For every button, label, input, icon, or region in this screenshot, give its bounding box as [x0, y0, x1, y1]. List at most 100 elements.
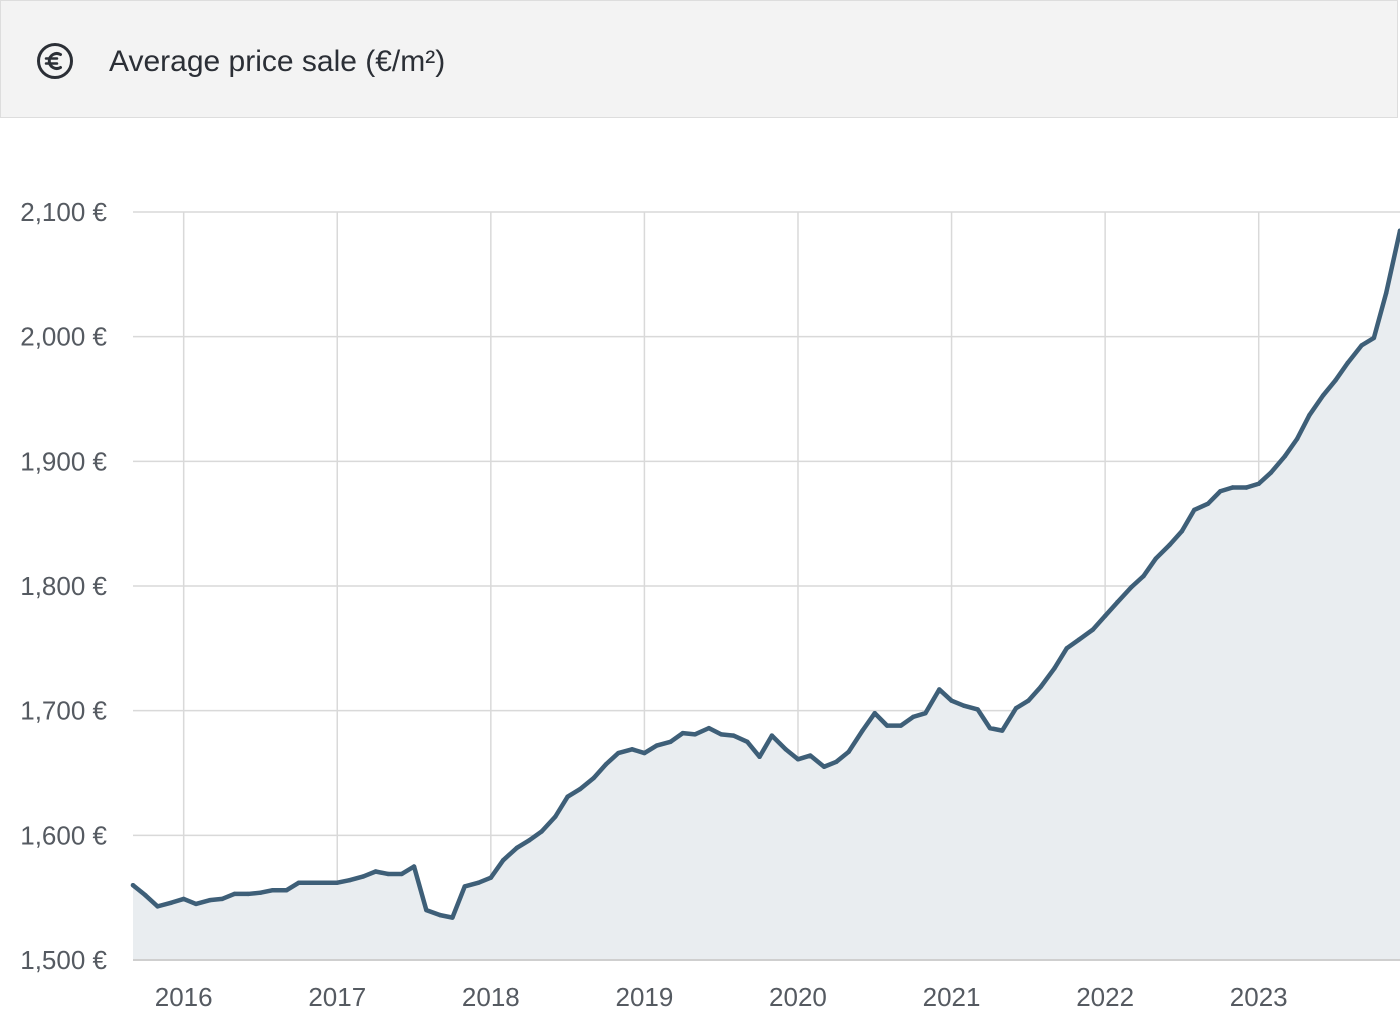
data-point[interactable] — [245, 891, 251, 897]
data-point[interactable] — [1167, 542, 1172, 548]
data-point[interactable] — [668, 739, 673, 745]
data-point[interactable] — [757, 754, 762, 759]
data-point[interactable] — [808, 753, 813, 758]
data-point[interactable] — [143, 892, 148, 898]
data-point[interactable] — [1179, 528, 1185, 534]
data-point[interactable] — [385, 871, 391, 877]
data-point[interactable] — [1294, 436, 1300, 442]
data-point[interactable] — [1102, 613, 1108, 619]
data-point[interactable] — [488, 875, 494, 880]
data-point[interactable] — [1345, 360, 1350, 366]
data-point[interactable] — [706, 725, 712, 731]
data-point[interactable] — [1129, 585, 1134, 590]
data-point[interactable] — [769, 733, 775, 738]
data-point[interactable] — [692, 732, 698, 737]
data-point[interactable] — [1282, 454, 1288, 459]
data-point[interactable] — [1192, 507, 1197, 513]
data-point[interactable] — [232, 891, 237, 897]
data-point[interactable] — [1115, 600, 1120, 605]
data-point[interactable] — [821, 764, 827, 769]
data-point[interactable] — [910, 714, 916, 720]
data-point[interactable] — [155, 904, 160, 909]
data-point[interactable] — [629, 747, 635, 752]
data-point[interactable] — [130, 883, 136, 888]
data-point[interactable] — [603, 762, 609, 767]
data-point[interactable] — [1383, 290, 1389, 296]
data-point[interactable] — [987, 725, 993, 731]
data-point[interactable] — [308, 880, 314, 885]
data-point[interactable] — [411, 864, 417, 869]
data-point[interactable] — [565, 794, 570, 799]
data-point[interactable] — [270, 887, 275, 893]
data-point[interactable] — [1076, 637, 1082, 642]
data-point[interactable] — [1307, 413, 1312, 418]
data-point[interactable] — [616, 750, 621, 756]
data-point[interactable] — [361, 874, 366, 879]
data-point[interactable] — [424, 907, 429, 913]
data-point[interactable] — [553, 814, 558, 819]
data-point[interactable] — [1244, 485, 1249, 490]
data-point[interactable] — [975, 707, 980, 712]
data-point[interactable] — [860, 728, 865, 733]
data-point[interactable] — [1153, 556, 1159, 561]
data-point[interactable] — [399, 871, 404, 877]
data-point[interactable] — [1141, 573, 1146, 579]
data-point[interactable] — [731, 733, 736, 738]
data-point[interactable] — [207, 897, 212, 903]
data-point[interactable] — [322, 880, 328, 885]
data-point[interactable] — [514, 845, 520, 850]
data-point[interactable] — [1359, 343, 1364, 348]
data-point[interactable] — [846, 749, 851, 755]
data-point[interactable] — [1371, 335, 1377, 341]
data-point[interactable] — [1026, 698, 1031, 703]
data-point[interactable] — [296, 880, 302, 885]
data-point[interactable] — [872, 710, 877, 716]
data-point[interactable] — [1321, 393, 1326, 398]
data-point[interactable] — [937, 687, 942, 692]
data-point[interactable] — [181, 896, 186, 902]
data-point[interactable] — [258, 890, 263, 895]
data-point[interactable] — [437, 912, 443, 918]
data-point[interactable] — [1013, 705, 1019, 711]
data-point[interactable] — [949, 698, 954, 703]
data-point[interactable] — [783, 747, 788, 752]
data-point[interactable] — [193, 901, 199, 907]
data-point[interactable] — [834, 759, 839, 764]
data-point[interactable] — [961, 703, 967, 708]
data-point[interactable] — [642, 750, 647, 756]
data-point[interactable] — [1268, 470, 1274, 475]
data-point[interactable] — [347, 878, 352, 883]
data-point[interactable] — [450, 915, 455, 920]
data-point[interactable] — [1052, 666, 1057, 671]
data-point[interactable] — [1205, 501, 1211, 506]
data-point[interactable] — [539, 829, 544, 834]
data-point[interactable] — [1064, 646, 1069, 651]
data-point[interactable] — [577, 787, 583, 792]
data-point[interactable] — [527, 838, 532, 843]
data-point[interactable] — [1230, 485, 1235, 490]
data-point[interactable] — [219, 896, 225, 902]
data-point[interactable] — [591, 775, 596, 781]
data-point[interactable] — [745, 739, 750, 745]
data-point[interactable] — [476, 880, 481, 885]
data-point[interactable] — [884, 723, 890, 728]
data-point[interactable] — [462, 884, 467, 889]
data-point[interactable] — [795, 757, 801, 762]
data-point[interactable] — [1090, 627, 1096, 632]
data-point[interactable] — [284, 887, 289, 893]
data-point[interactable] — [1333, 378, 1338, 383]
data-point[interactable] — [654, 743, 659, 748]
data-point[interactable] — [1397, 228, 1400, 233]
data-point[interactable] — [335, 880, 340, 885]
data-point[interactable] — [719, 732, 724, 737]
data-point[interactable] — [1038, 684, 1043, 690]
data-point[interactable] — [1256, 481, 1261, 486]
data-point[interactable] — [373, 869, 378, 874]
data-point[interactable] — [1218, 489, 1223, 494]
data-point[interactable] — [1000, 728, 1005, 733]
data-point[interactable] — [169, 900, 174, 905]
data-point[interactable] — [898, 723, 904, 728]
data-point[interactable] — [923, 710, 928, 716]
data-point[interactable] — [680, 730, 685, 736]
data-point[interactable] — [500, 858, 506, 863]
